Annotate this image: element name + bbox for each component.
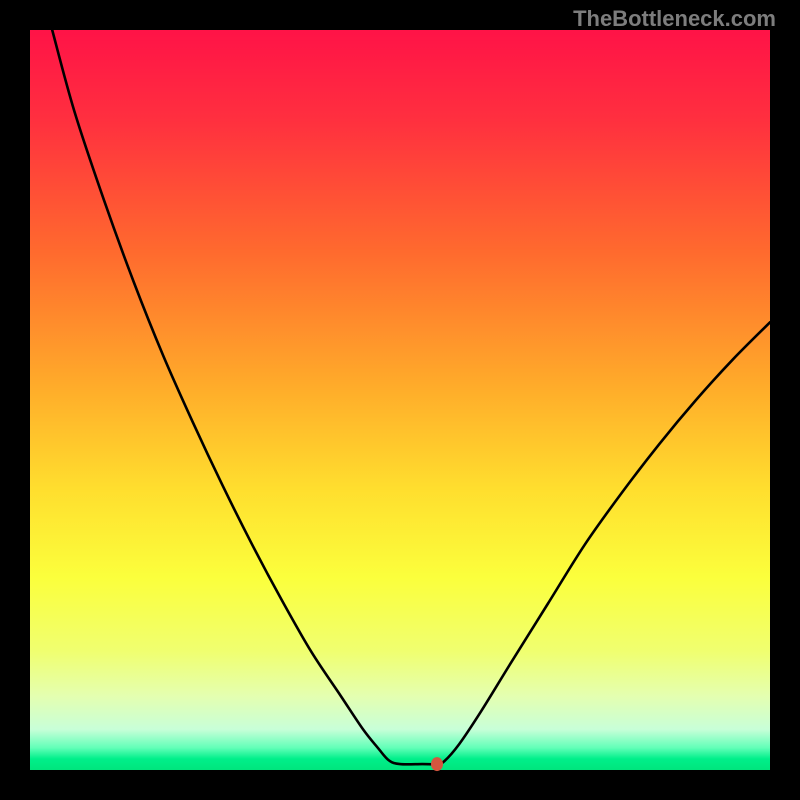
chart-container: { "watermark": { "text": "TheBottleneck.… (0, 0, 800, 800)
minimum-marker (431, 757, 443, 771)
bottleneck-curve-chart (0, 0, 800, 800)
watermark-text: TheBottleneck.com (573, 6, 776, 32)
plot-background (30, 30, 770, 770)
